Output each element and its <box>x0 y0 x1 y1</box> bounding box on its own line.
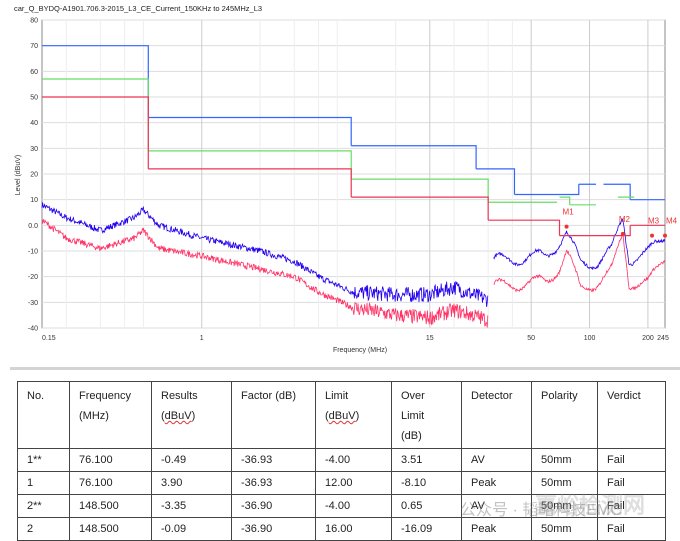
column-header: No. <box>17 381 70 449</box>
limit-line <box>559 225 631 237</box>
table-cell: 50mm <box>531 471 598 495</box>
x-axis-label: Frequency (MHz) <box>333 347 387 354</box>
table-cell: 50mm <box>531 448 598 472</box>
limit-line <box>351 196 489 221</box>
limit-line <box>351 145 477 169</box>
column-header: Frequency (MHz) <box>69 381 152 449</box>
marker-point <box>620 231 625 236</box>
table-header-row: No. Frequency (MHz) Results (dBuV) Factor (dB… <box>17 381 666 449</box>
limit-line <box>603 183 631 200</box>
column-header: Verdict <box>597 381 666 449</box>
limit-line <box>42 96 149 169</box>
table-cell: 1 <box>17 471 70 495</box>
y-tick-label: 40 <box>30 120 38 127</box>
table-cell: 76.100 <box>69 448 152 472</box>
y-tick-label: 20 <box>30 172 38 179</box>
table-row: 1** 76.100 -0.49 -36.93 -4.00 3.51 AV 50mm Fail <box>17 448 666 472</box>
marker-label: M3 <box>648 217 660 226</box>
table-cell: 0.65 <box>391 494 462 518</box>
table-cell: 3.51 <box>391 448 462 472</box>
y-tick-label: 50 <box>30 95 38 102</box>
table-cell: -4.00 <box>315 448 392 472</box>
table-row: 1 76.100 3.90 -36.93 12.00 -8.10 Peak 50mm Fail <box>17 471 666 495</box>
table-cell: -8.10 <box>391 471 462 495</box>
y-tick-label: -30 <box>28 300 38 307</box>
table-cell: 16.00 <box>315 517 392 541</box>
table-cell: -36.93 <box>231 471 316 495</box>
table-cell: 1** <box>17 448 70 472</box>
table-cell: Fail <box>597 448 666 472</box>
table-row: 2 148.500 -0.09 -36.90 16.00 -16.09 Peak 50mm Fa… <box>17 517 666 541</box>
y-tick-label: -40 <box>28 326 38 333</box>
table-cell: 50mm <box>531 517 598 541</box>
limit-line <box>488 219 561 236</box>
trace-peak <box>41 202 666 307</box>
table-cell: AV <box>461 448 532 472</box>
results-table: No. Frequency (MHz) Results (dBuV) Factor (dB… <box>17 381 666 541</box>
y-tick-label: 30 <box>30 146 38 153</box>
marker-label: M1 <box>563 208 575 217</box>
table-cell: 148.500 <box>69 494 152 518</box>
marker-label: M4 <box>666 217 678 226</box>
table-cell: Peak <box>461 517 532 541</box>
x-tick-label: 1 <box>200 335 204 342</box>
y-tick-label: -20 <box>28 274 38 281</box>
column-header: Factor (dB) <box>231 381 316 449</box>
x-tick-label: 15 <box>426 335 434 342</box>
marker-point <box>564 224 569 229</box>
x-tick-label: 100 <box>584 335 596 342</box>
y-tick-label: -10 <box>28 249 38 256</box>
x-tick-label: 200 <box>642 335 654 342</box>
y-tick-label: 0.0 <box>28 223 38 230</box>
table-cell: 2** <box>17 494 70 518</box>
y-tick-label: 10 <box>30 197 38 204</box>
table-cell: Fail <box>597 494 666 518</box>
marker-point <box>663 233 667 238</box>
limit-line <box>559 196 571 205</box>
table-cell: 12.00 <box>315 471 392 495</box>
table-cell: -36.90 <box>231 517 316 541</box>
divider <box>10 367 680 370</box>
emc-chart: 80 70 60 50 40 30 20 10 0.0 -10 -20 -30 -40 0.15 1 15 50… <box>15 18 678 355</box>
limit-line <box>148 168 352 198</box>
limit-line <box>351 178 489 203</box>
column-header: Polarity <box>531 381 598 449</box>
trace-average <box>41 218 666 328</box>
marker-point <box>650 233 655 238</box>
table-cell: AV <box>461 494 532 518</box>
table-cell: 76.100 <box>69 471 152 495</box>
limit-line <box>476 168 516 195</box>
x-tick-label: 0.15 <box>42 335 56 342</box>
table-cell: -16.09 <box>391 517 462 541</box>
table-cell: Peak <box>461 471 532 495</box>
table-cell: Fail <box>597 517 666 541</box>
column-header: Detector <box>461 381 532 449</box>
chart-title: car_Q_BYDQ-A1901.706.3-2015_L3_CE_Curren… <box>14 4 263 13</box>
table-cell: -3.35 <box>151 494 232 518</box>
column-header: Results (dBuV) <box>151 381 232 449</box>
watermark-site: 嘉峪检测网 <box>535 493 646 518</box>
limit-line <box>514 184 580 196</box>
limit-line <box>148 116 352 146</box>
table-cell: -4.00 <box>315 494 392 518</box>
x-tick-label: 50 <box>527 335 535 342</box>
x-tick-label: 245 <box>657 335 669 342</box>
table-cell: -0.49 <box>151 448 232 472</box>
y-axis-label: Level (dBuV) <box>15 155 22 195</box>
table-cell: -36.90 <box>231 494 316 518</box>
table-cell: Fail <box>597 471 666 495</box>
table-cell: 2 <box>17 517 70 541</box>
table-cell: 148.500 <box>69 517 152 541</box>
column-header: Limit (dBuV) <box>315 381 392 449</box>
y-tick-label: 60 <box>30 69 38 76</box>
column-header: Over Limit (dB) <box>391 381 462 449</box>
table-cell: 3.90 <box>151 471 232 495</box>
y-tick-label: 70 <box>30 43 38 50</box>
table-cell: -0.09 <box>151 517 232 541</box>
marker-label: M2 <box>619 215 631 224</box>
y-tick-label: 80 <box>30 18 38 25</box>
table-cell: -36.93 <box>231 448 316 472</box>
watermark-account: 公众号 · 韬略科技EMC <box>460 502 622 519</box>
